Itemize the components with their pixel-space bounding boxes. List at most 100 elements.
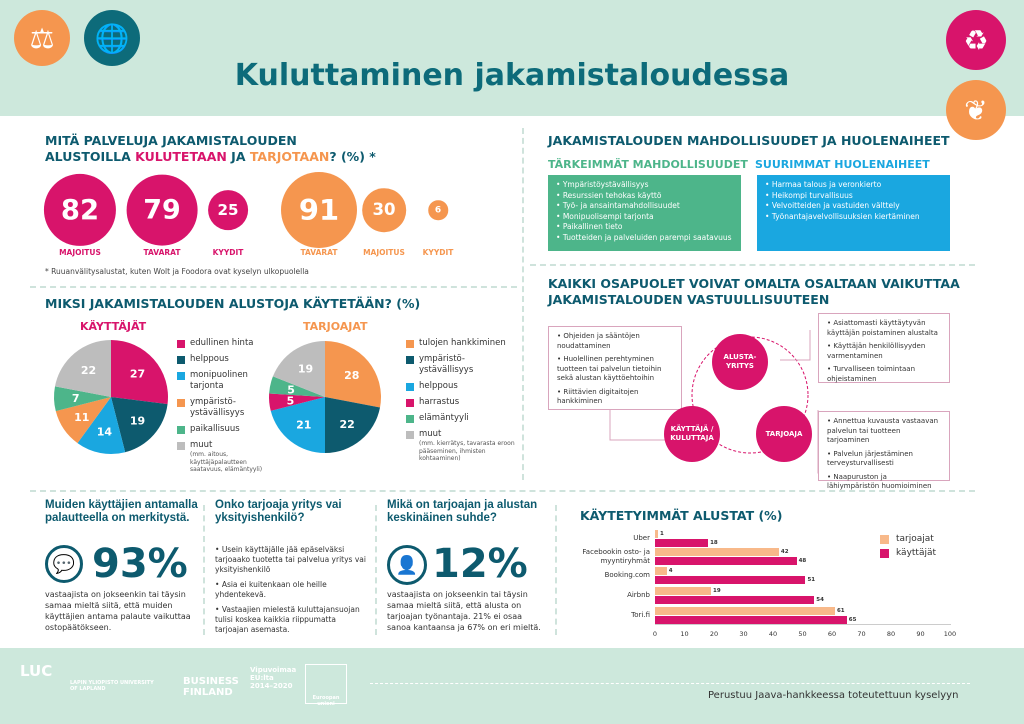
legend-swatch bbox=[177, 399, 185, 407]
title-ja: JA bbox=[226, 149, 250, 164]
legend-swatch bbox=[406, 356, 414, 364]
page-title: Kuluttaminen jakamistaloudessa bbox=[234, 58, 790, 93]
category-label: Tori.fi bbox=[631, 611, 650, 619]
category-label: Facebookin osto- ja myyntiryhmät bbox=[582, 548, 650, 565]
responsibility-title: KAIKKI OSAPUOLET VOIVAT OMALTA OSALTAAN … bbox=[548, 276, 960, 308]
platform-responsibility-box: Asiattomasti käyttäytyvän käyttäjän pois… bbox=[818, 313, 950, 383]
list-item: Harmaa talous ja veronkierto bbox=[765, 180, 942, 191]
footer-band bbox=[0, 648, 1024, 724]
bar bbox=[655, 557, 797, 565]
bubble-label: KYYDIT bbox=[212, 248, 244, 257]
bar bbox=[655, 587, 712, 595]
header-band bbox=[0, 0, 1024, 116]
legend-swatch bbox=[406, 383, 414, 391]
bar-value-label: 51 bbox=[807, 577, 816, 583]
bubble: 91 bbox=[281, 172, 357, 248]
bubble: 79 bbox=[126, 174, 198, 246]
bar-value-label: 61 bbox=[836, 608, 845, 614]
bar-value-label: 4 bbox=[668, 568, 673, 574]
legend-label: ympäristö-ystävällisyys bbox=[190, 397, 245, 418]
title-line2: ALUSTOILLA bbox=[45, 149, 136, 164]
bar bbox=[655, 567, 667, 575]
list-item: Työnantajavelvollisuuksien kiertäminen bbox=[765, 212, 942, 223]
list-item: Velvoitteiden ja vastuiden välttely bbox=[765, 201, 942, 212]
legend-text-wrap: ympäristö-ystävällisyys bbox=[190, 397, 277, 419]
legend-swatch bbox=[177, 426, 185, 434]
divider bbox=[375, 505, 377, 635]
relation-text: vastaajista on jokseenkin tai täysin sam… bbox=[387, 590, 541, 632]
category-label: Airbnb bbox=[627, 591, 650, 599]
legend-label: helppous bbox=[190, 354, 229, 364]
pie-slice-label: 7 bbox=[72, 392, 80, 405]
bar bbox=[655, 576, 806, 584]
legend-text-wrap: edullinen hinta bbox=[190, 338, 253, 349]
opportunities-box: YmpäristöystävällisyysResurssien tehokas… bbox=[548, 175, 741, 251]
legend-swatch bbox=[177, 356, 185, 364]
legend-text-wrap: paikallisuus bbox=[190, 424, 240, 435]
legend-label: elämäntyyli bbox=[419, 413, 469, 423]
pie-slice-label: 5 bbox=[287, 394, 295, 407]
pie1-title: KÄYTTÄJÄT bbox=[80, 320, 147, 333]
list-item: Vastaajien mielestä kuluttajansuojan tul… bbox=[215, 605, 367, 635]
bar-value-label: 54 bbox=[816, 597, 824, 603]
list-item: Heikompi turvallisuus bbox=[765, 191, 942, 202]
bar-value-label: 48 bbox=[798, 558, 807, 564]
eu-flag-logo: Euroopan unioni bbox=[305, 664, 347, 707]
list-item: Käyttäjän henkilöllisyyden varmentaminen bbox=[827, 342, 941, 361]
legend-item: helppous bbox=[177, 354, 277, 365]
list-item: Naapuruston ja lähiympäristön huomioimin… bbox=[827, 473, 941, 492]
list-item: Ohjeiden ja sääntöjen noudattaminen bbox=[557, 332, 673, 351]
legend-swatch bbox=[177, 340, 185, 348]
why-title: MIKSI JAKAMISTALOUDEN ALUSTOJA KÄYTETÄÄN… bbox=[45, 296, 421, 311]
bubble: 82 bbox=[43, 173, 117, 247]
pie-slice-label: 5 bbox=[287, 383, 295, 396]
legend-text-wrap: muut (mm. aitous, käyttäjäpalautteen saat… bbox=[190, 440, 277, 474]
legend-text-wrap: harrastus bbox=[419, 397, 459, 408]
lapland-logo: LAPIN YLIOPISTO UNIVERSITY OF LAPLAND bbox=[70, 680, 154, 692]
pie-slice-label: 22 bbox=[81, 364, 96, 377]
bar-value-label: 18 bbox=[710, 540, 718, 546]
legend-text-wrap: ympäristö-ystävällisyys bbox=[419, 354, 516, 376]
user-circle: KÄYTTÄJÄ / KULUTTAJA bbox=[664, 406, 720, 462]
legend-item: muut (mm. aitous, käyttäjäpalautteen saat… bbox=[177, 440, 277, 474]
legend-text-wrap: muut (mm. kierrätys, tavarasta eroon pääs… bbox=[419, 429, 516, 463]
x-tick-label: 0 bbox=[652, 630, 658, 638]
pie-slice bbox=[111, 397, 168, 453]
title-end: ? (%) * bbox=[329, 149, 376, 164]
provider-responsibility-box: Annettua kuvausta vastaavan palvelun tai… bbox=[818, 411, 950, 490]
title-line1: KAIKKI OSAPUOLET VOIVAT OMALTA OSALTAAN … bbox=[548, 276, 960, 291]
pie-slice bbox=[325, 341, 381, 408]
x-tick-label: 40 bbox=[768, 630, 778, 638]
legend-item: tulojen hankkiminen bbox=[406, 338, 516, 349]
category-label: Uber bbox=[633, 534, 650, 542]
legend-item: muut (mm. kierrätys, tavarasta eroon pääs… bbox=[406, 429, 516, 463]
legend-text-wrap: elämäntyyli bbox=[419, 413, 469, 424]
pie-slice bbox=[269, 376, 325, 397]
pie1-legend: edullinen hinta helppous monipuolinen tarj… bbox=[177, 338, 277, 479]
scales-icon: ⚖ bbox=[14, 10, 70, 66]
x-tick-label: 20 bbox=[709, 630, 719, 638]
footnote: * Ruuanvälitysalustat, kuten Wolt ja Foo… bbox=[45, 267, 309, 276]
feedback-text: vastaajista on jokseenkin tai täysin sam… bbox=[45, 590, 191, 632]
bar bbox=[655, 530, 658, 538]
pie2-title: TARJOAJAT bbox=[303, 320, 368, 333]
title-tar: TARJOTAAN bbox=[249, 149, 330, 164]
legend-swatch bbox=[177, 372, 185, 380]
luc-logo: LUC bbox=[20, 662, 53, 680]
x-tick-label: 90 bbox=[916, 630, 925, 638]
services-title: MITÄ PALVELUJA JAKAMISTALOUDEN ALUSTOILL… bbox=[45, 133, 465, 165]
legend-label: muut bbox=[419, 429, 442, 439]
bubble: 6 bbox=[428, 200, 448, 220]
recycle-icon: ♻ bbox=[946, 10, 1006, 70]
x-tick-label: 10 bbox=[680, 630, 689, 638]
legend-note: (mm. kierrätys, tavarasta eroon pääsemin… bbox=[419, 440, 515, 462]
legend-label: harrastus bbox=[419, 397, 460, 407]
divider bbox=[203, 505, 205, 635]
bar bbox=[655, 539, 709, 547]
divider bbox=[530, 264, 975, 266]
category-label: Booking.com bbox=[604, 571, 650, 579]
list-item: Palvelun järjestäminen terveysturvallise… bbox=[827, 450, 941, 469]
provider-type-title: Onko tarjoaja yritys vai yksityishenkilö… bbox=[215, 499, 342, 524]
pie-slice bbox=[54, 386, 111, 412]
